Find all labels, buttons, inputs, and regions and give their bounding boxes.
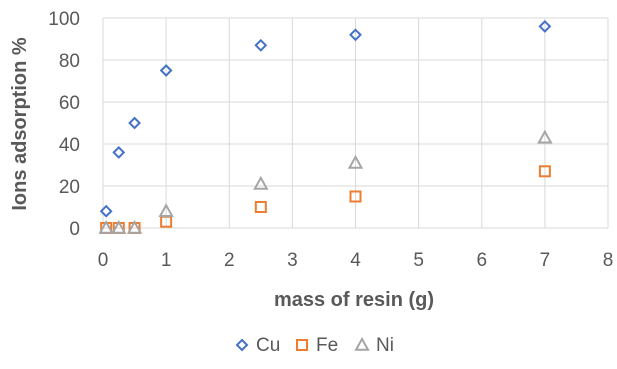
x-axis-title: mass of resin (g) bbox=[274, 289, 434, 311]
legend-marker-fe bbox=[296, 339, 308, 351]
series-fe bbox=[100, 165, 551, 234]
legend-marker-cu bbox=[235, 338, 249, 352]
data-point-cu bbox=[254, 38, 268, 52]
data-point-fe bbox=[349, 190, 362, 203]
y-axis-title: Ions adsorption % bbox=[9, 37, 31, 211]
x-tick-label: 7 bbox=[540, 250, 551, 271]
data-point-ni bbox=[98, 219, 114, 234]
data-point-ni bbox=[111, 219, 127, 234]
y-tick-label: 0 bbox=[69, 219, 80, 240]
data-point-fe bbox=[254, 201, 267, 213]
data-point-ni bbox=[253, 175, 269, 190]
y-tick-label: 20 bbox=[59, 177, 80, 198]
data-point-ni bbox=[347, 154, 364, 169]
y-tick-label: 60 bbox=[59, 93, 80, 114]
y-axis-ticks: 0 20 40 60 80 100 bbox=[48, 9, 80, 240]
series-cu bbox=[99, 19, 552, 218]
x-tick-label: 6 bbox=[476, 250, 487, 271]
data-point-ni bbox=[158, 203, 174, 217]
x-axis-ticks: 0 1 2 3 4 5 6 7 8 bbox=[98, 250, 614, 271]
data-point-cu bbox=[99, 204, 113, 218]
data-point-cu bbox=[538, 19, 552, 33]
series-ni bbox=[98, 129, 553, 234]
x-tick-label: 0 bbox=[98, 250, 109, 271]
y-tick-label: 80 bbox=[59, 51, 80, 72]
x-tick-label: 4 bbox=[350, 250, 361, 271]
legend: Cu Fe Ni bbox=[235, 335, 394, 356]
data-point-ni bbox=[537, 129, 553, 144]
y-tick-label: 40 bbox=[59, 135, 80, 156]
data-point-cu bbox=[159, 64, 173, 77]
legend-marker-ni bbox=[354, 336, 370, 351]
data-point-cu bbox=[349, 28, 362, 42]
legend-item-fe: Fe bbox=[296, 335, 338, 356]
data-point-cu bbox=[128, 116, 141, 130]
legend-label: Fe bbox=[316, 335, 338, 356]
legend-label: Cu bbox=[256, 335, 280, 356]
legend-label: Ni bbox=[376, 335, 394, 356]
legend-item-ni: Ni bbox=[354, 335, 394, 356]
data-point-ni bbox=[126, 219, 143, 234]
x-tick-label: 5 bbox=[413, 250, 424, 271]
x-tick-label: 1 bbox=[161, 250, 172, 271]
x-tick-label: 3 bbox=[287, 250, 298, 271]
x-tick-label: 8 bbox=[603, 250, 614, 271]
x-tick-label: 2 bbox=[224, 250, 235, 271]
data-point-cu bbox=[112, 145, 126, 159]
data-point-fe bbox=[538, 165, 551, 178]
legend-item-cu: Cu bbox=[235, 335, 280, 356]
y-tick-label: 100 bbox=[48, 9, 80, 30]
grid bbox=[102, 17, 609, 229]
data-markers bbox=[98, 19, 553, 234]
